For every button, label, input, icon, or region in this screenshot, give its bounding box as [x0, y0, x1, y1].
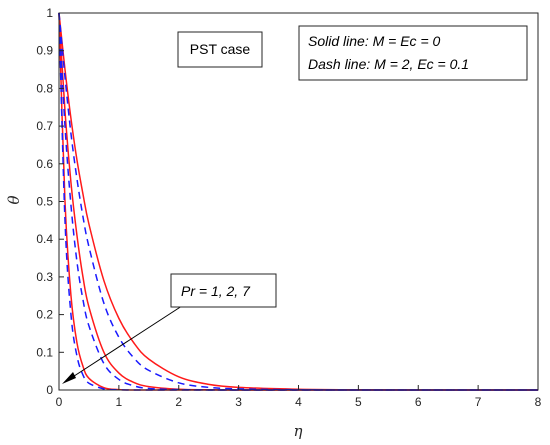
x-tick-label: 7 [475, 395, 482, 409]
y-tick-label: 0.1 [36, 345, 53, 359]
y-tick-label: 0.6 [36, 157, 53, 171]
y-tick-label: 0.9 [36, 44, 53, 58]
x-axis-label: η [294, 422, 303, 440]
y-tick-label: 0.2 [36, 308, 53, 322]
case-label-box [177, 31, 263, 68]
x-tick-label: 0 [56, 395, 63, 409]
x-tick-label: 6 [415, 395, 422, 409]
x-tick-label: 3 [235, 395, 242, 409]
case-label: PST case [190, 41, 251, 57]
legend-note-line2: Dash line: M = 2, Ec = 0.1 [308, 56, 469, 72]
y-tick-label: 0.8 [36, 81, 53, 95]
annotation-label-box [170, 273, 277, 308]
annotation-arrow-line [67, 303, 186, 381]
x-tick-label: 4 [295, 395, 302, 409]
annotation-arrowhead [62, 372, 76, 384]
x-tick-label: 8 [535, 395, 542, 409]
legend-note-box [298, 25, 528, 81]
x-ticks: 0 1 2 3 4 5 6 7 8 [56, 385, 542, 409]
y-tick-label: 0.3 [36, 270, 53, 284]
x-tick-label: 5 [355, 395, 362, 409]
y-tick-label: 0.7 [36, 119, 53, 133]
x-tick-label: 1 [116, 395, 123, 409]
x-tick-label: 2 [175, 395, 182, 409]
y-ticks: 0 0.1 0.2 0.3 0.4 0.5 0.6 0.7 0.8 0.9 1 [36, 6, 64, 397]
y-axis-label: θ [5, 195, 23, 204]
legend-note-line1: Solid line: M = Ec = 0 [308, 33, 441, 49]
y-tick-label: 0 [46, 383, 53, 397]
y-tick-label: 0.4 [36, 232, 53, 246]
y-tick-label: 0.5 [36, 195, 53, 209]
annotation-label: Pr = 1, 2, 7 [181, 283, 251, 299]
y-tick-label: 1 [46, 6, 53, 20]
dashed-curve-pr-7 [58, 12, 538, 391]
